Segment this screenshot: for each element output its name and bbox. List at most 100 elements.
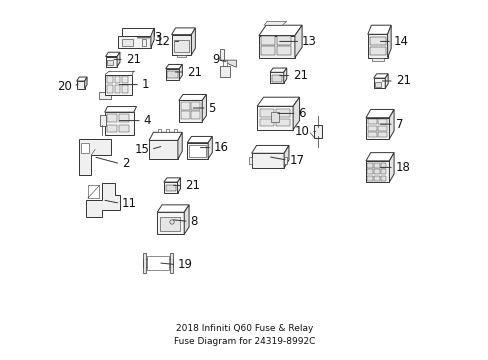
Text: 12: 12 — [155, 35, 170, 48]
Text: 21: 21 — [292, 69, 307, 82]
Polygon shape — [385, 74, 387, 88]
Text: 6: 6 — [298, 107, 305, 120]
Polygon shape — [314, 125, 322, 138]
Polygon shape — [105, 52, 120, 57]
Polygon shape — [171, 35, 191, 55]
Text: 21: 21 — [395, 75, 410, 87]
Polygon shape — [151, 28, 154, 48]
Text: 21: 21 — [185, 179, 200, 192]
Polygon shape — [160, 217, 180, 231]
Polygon shape — [223, 59, 226, 67]
Polygon shape — [184, 205, 189, 234]
Polygon shape — [119, 125, 128, 132]
Polygon shape — [88, 185, 99, 198]
Polygon shape — [388, 153, 393, 182]
Polygon shape — [275, 118, 289, 126]
Polygon shape — [187, 143, 208, 159]
Polygon shape — [77, 81, 84, 89]
Text: 11: 11 — [122, 197, 137, 210]
Polygon shape — [176, 55, 186, 57]
Polygon shape — [377, 119, 386, 125]
Polygon shape — [373, 74, 387, 78]
Text: 7: 7 — [395, 118, 403, 131]
Polygon shape — [260, 118, 273, 126]
Text: 18: 18 — [395, 161, 410, 174]
Polygon shape — [369, 46, 385, 55]
Polygon shape — [261, 46, 274, 55]
Polygon shape — [365, 118, 388, 139]
Text: 13: 13 — [302, 35, 316, 48]
Polygon shape — [373, 163, 379, 168]
Polygon shape — [257, 97, 299, 106]
Polygon shape — [158, 129, 160, 132]
Polygon shape — [374, 82, 381, 87]
Polygon shape — [106, 60, 113, 66]
Polygon shape — [104, 107, 136, 112]
Polygon shape — [118, 36, 151, 48]
Polygon shape — [258, 36, 294, 58]
Polygon shape — [388, 109, 393, 139]
Polygon shape — [270, 112, 279, 122]
Polygon shape — [283, 68, 286, 83]
Polygon shape — [373, 78, 385, 88]
Polygon shape — [365, 161, 388, 182]
Polygon shape — [380, 169, 386, 174]
Polygon shape — [220, 49, 224, 60]
Polygon shape — [191, 28, 195, 55]
Polygon shape — [277, 46, 290, 55]
Text: 16: 16 — [213, 141, 228, 154]
Text: 4: 4 — [143, 114, 151, 127]
Polygon shape — [84, 77, 87, 89]
Polygon shape — [373, 169, 379, 174]
Polygon shape — [163, 178, 180, 182]
Polygon shape — [105, 75, 132, 95]
Polygon shape — [171, 28, 195, 35]
Polygon shape — [367, 25, 390, 34]
Polygon shape — [122, 28, 154, 36]
Polygon shape — [371, 58, 383, 61]
Polygon shape — [105, 57, 117, 67]
Polygon shape — [269, 68, 286, 72]
Text: 10: 10 — [294, 125, 309, 138]
Polygon shape — [86, 183, 120, 217]
Text: 9: 9 — [211, 53, 219, 66]
Polygon shape — [77, 77, 87, 81]
Polygon shape — [275, 109, 289, 117]
Polygon shape — [166, 129, 169, 132]
Polygon shape — [365, 109, 393, 118]
Polygon shape — [179, 64, 182, 80]
Text: 2: 2 — [122, 157, 129, 170]
Polygon shape — [387, 25, 390, 58]
Polygon shape — [119, 114, 128, 122]
Polygon shape — [277, 36, 290, 45]
Polygon shape — [169, 253, 173, 273]
Text: 20: 20 — [57, 80, 72, 93]
Polygon shape — [180, 111, 189, 119]
Polygon shape — [165, 69, 179, 80]
Text: 8: 8 — [190, 215, 198, 228]
Polygon shape — [178, 132, 182, 159]
Polygon shape — [167, 71, 177, 78]
Polygon shape — [107, 114, 117, 122]
Polygon shape — [365, 153, 393, 161]
Polygon shape — [269, 72, 283, 83]
Polygon shape — [100, 115, 105, 126]
Text: 5: 5 — [208, 102, 215, 114]
Polygon shape — [142, 253, 146, 273]
Polygon shape — [251, 145, 288, 153]
Polygon shape — [180, 102, 189, 110]
Polygon shape — [366, 169, 372, 174]
Polygon shape — [367, 132, 376, 138]
Polygon shape — [191, 102, 200, 110]
Polygon shape — [117, 52, 120, 67]
Polygon shape — [220, 67, 229, 77]
Text: 17: 17 — [289, 154, 304, 167]
Text: 19: 19 — [178, 258, 192, 271]
Polygon shape — [366, 163, 372, 168]
Text: 3: 3 — [154, 31, 162, 44]
Polygon shape — [380, 163, 386, 168]
Text: 21: 21 — [186, 66, 202, 78]
Polygon shape — [179, 94, 206, 100]
Polygon shape — [99, 92, 111, 99]
Polygon shape — [257, 106, 292, 130]
